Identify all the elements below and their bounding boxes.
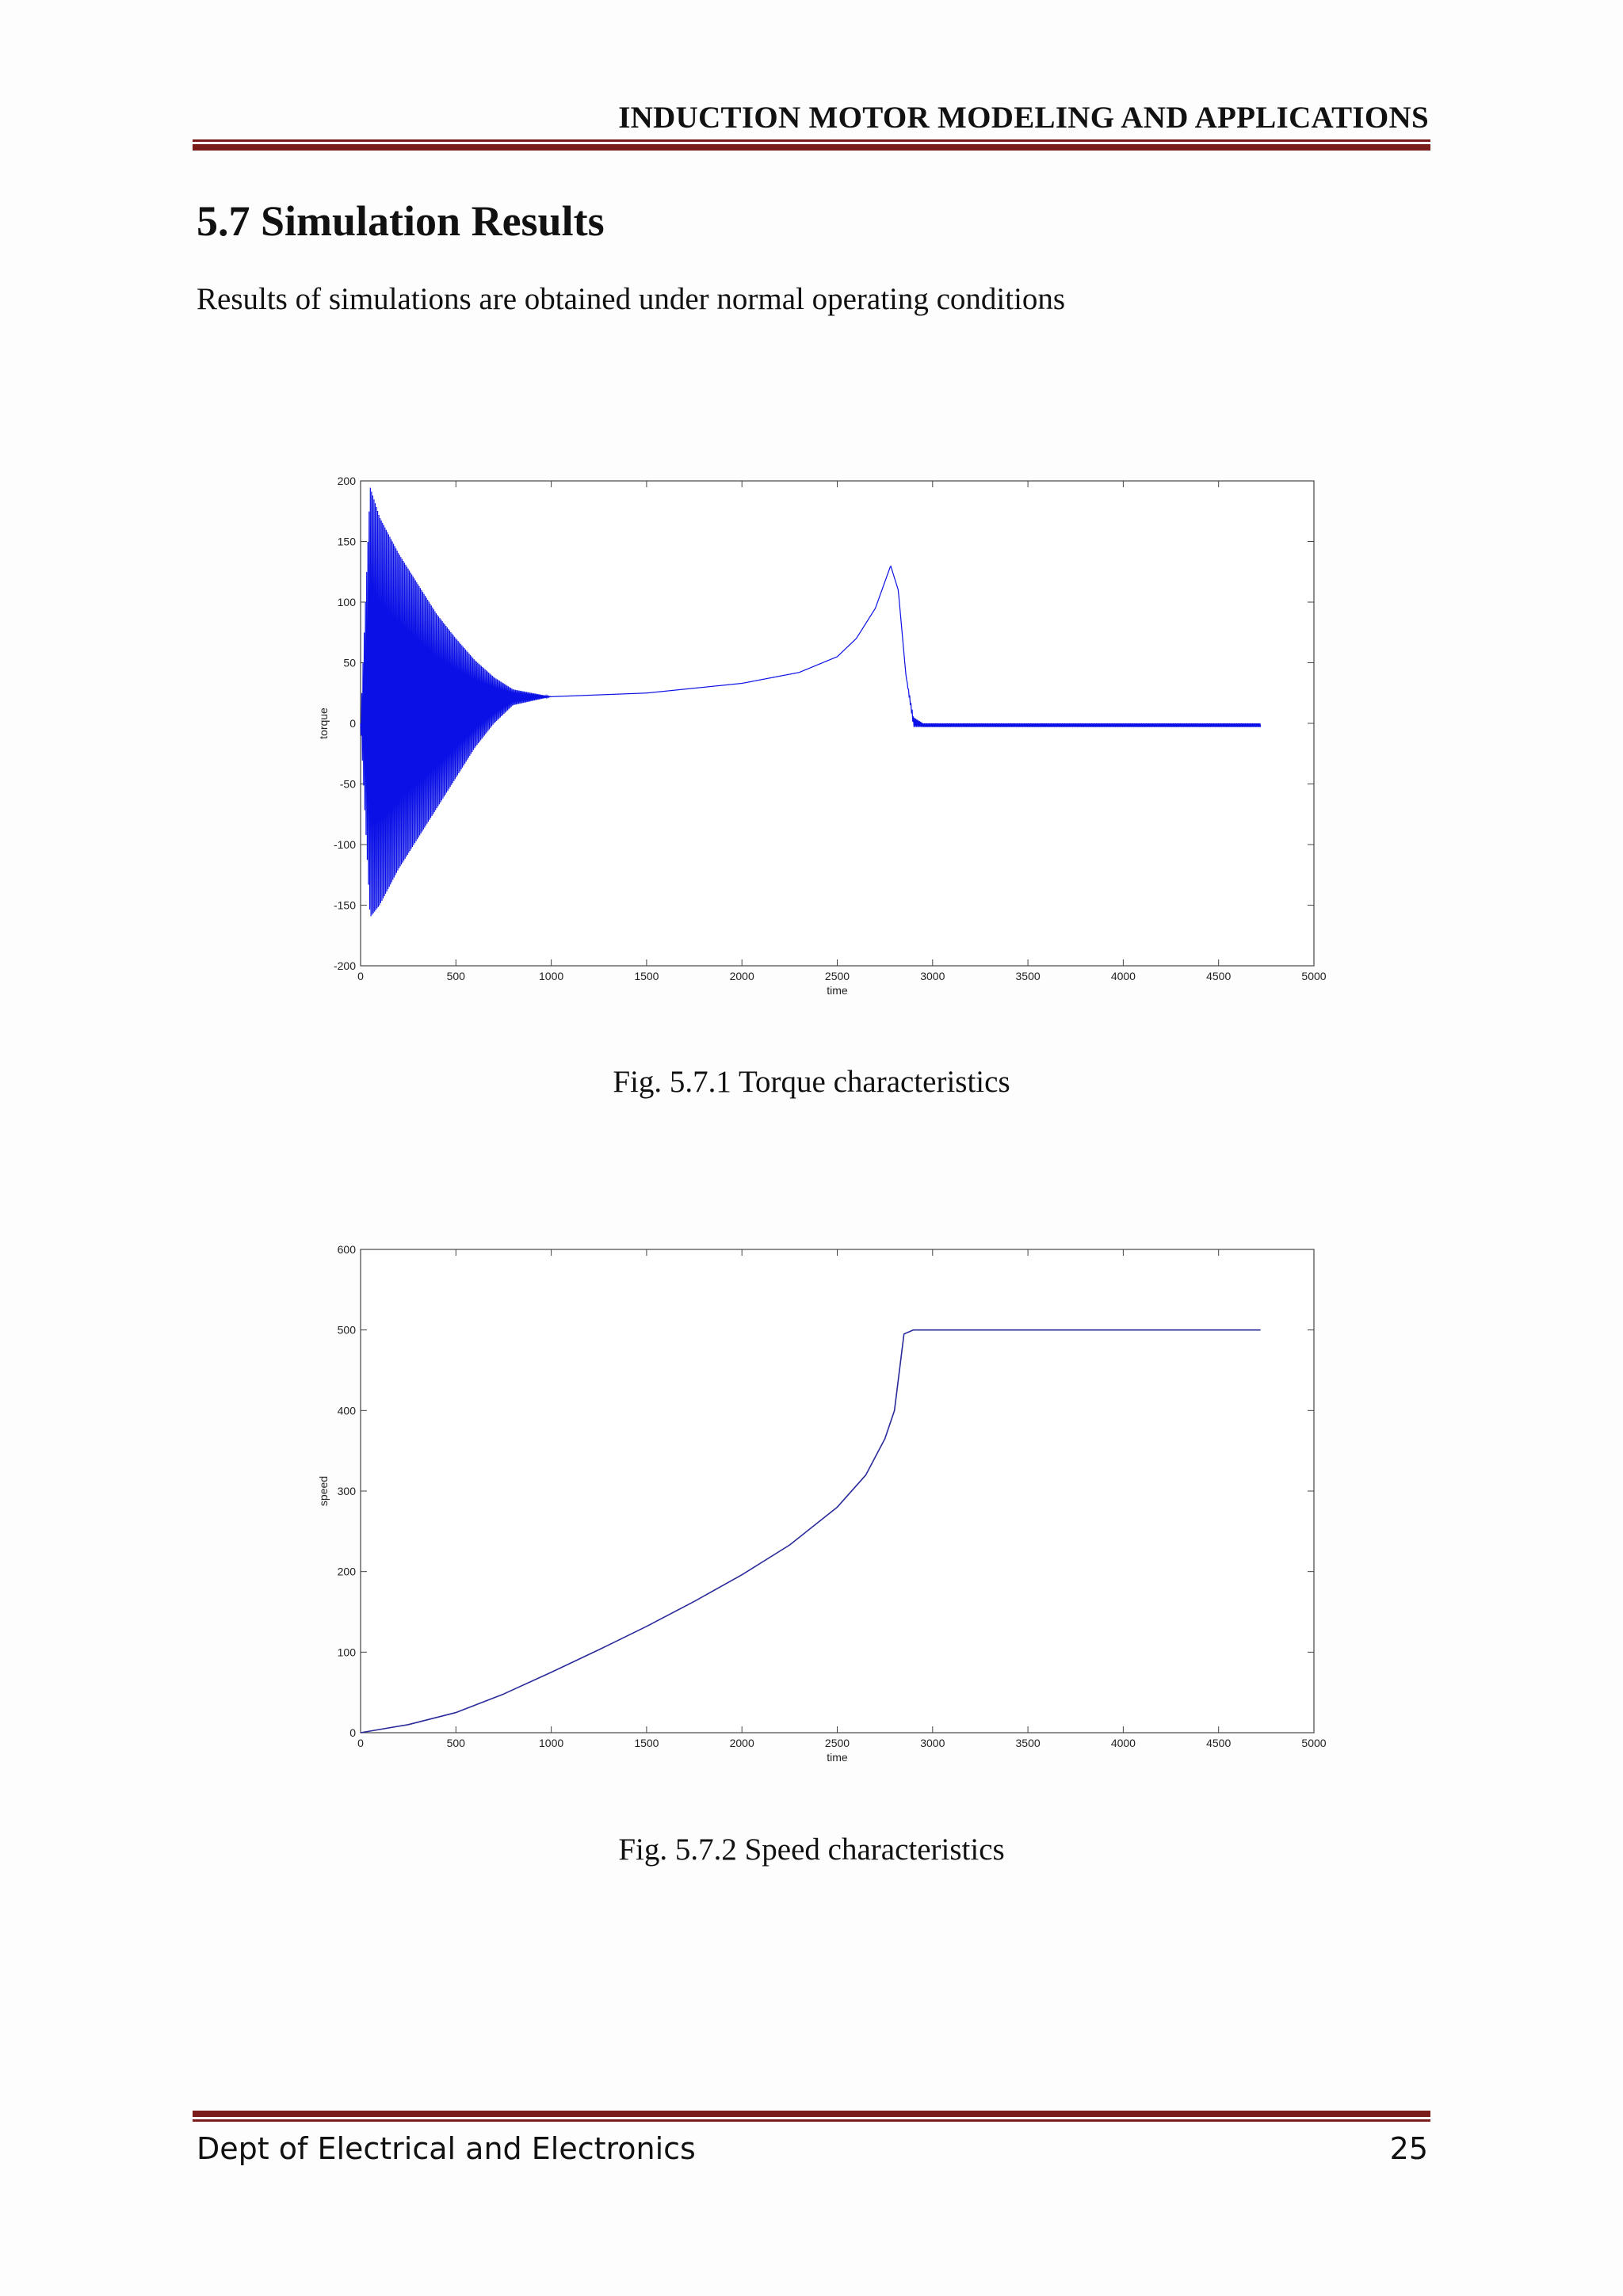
y-tick-label: 300 [338,1485,357,1497]
x-tick-label: 500 [447,1737,466,1749]
y-tick-label: 100 [338,1646,357,1658]
y-tick-label: -150 [334,899,356,912]
figure-caption-2: Fig. 5.7.2 Speed characteristics [618,1833,1005,1867]
header-rule [193,139,1430,151]
figure-caption-1: Fig. 5.7.1 Torque characteristics [613,1065,1010,1099]
running-head: INDUCTION MOTOR MODELING AND APPLICATION… [618,101,1429,135]
footer-department: Dept of Electrical and Electronics [197,2131,696,2166]
x-tick-label: 2000 [730,1737,754,1749]
x-tick-label: 1000 [539,1737,563,1749]
x-tick-label: 4000 [1111,1737,1136,1749]
x-tick-label: 4500 [1206,1737,1231,1749]
x-tick-label: 0 [357,970,364,982]
x-tick-label: 5000 [1301,1737,1326,1749]
y-tick-label: -200 [334,959,356,972]
x-tick-label: 1000 [539,970,563,982]
section-title: 5.7 Simulation Results [197,197,605,245]
speed-series-line [360,1329,1261,1733]
x-tick-label: 4500 [1206,970,1231,982]
y-axis-label: speed [317,1476,330,1506]
y-tick-label: 500 [338,1324,357,1337]
y-tick-label: 400 [338,1404,357,1417]
x-tick-label: 5000 [1301,970,1326,982]
x-tick-label: 1500 [634,970,659,982]
page-number: 25 [1389,2131,1428,2166]
x-tick-label: 3500 [1016,970,1041,982]
x-tick-label: 1500 [634,1737,659,1749]
x-tick-label: 3000 [920,970,945,982]
y-tick-label: 150 [338,536,357,548]
y-tick-label: 100 [338,596,357,608]
x-tick-label: 0 [357,1737,364,1749]
y-tick-label: 50 [343,657,356,669]
y-axis-label: torque [317,707,330,739]
x-axis-label: time [827,984,848,997]
x-tick-label: 2000 [730,970,754,982]
torque-chart: 0 500 1000 1500 2000 2500 3000 3500 4000 4500 5000… [317,475,1327,997]
y-tick-label: 200 [338,1566,357,1578]
x-tick-label: 4000 [1111,970,1136,982]
plot-frame [360,1249,1315,1733]
y-tick-label: 200 [338,475,357,487]
footer-rule [193,2111,1430,2122]
intro-paragraph: Results of simulations are obtained unde… [197,282,1066,316]
x-tick-label: 3000 [920,1737,945,1749]
x-tick-label: 2500 [825,970,850,982]
y-tick-label: -50 [340,778,356,791]
y-tick-label: 600 [338,1243,357,1256]
y-tick-label: -100 [334,838,356,851]
y-tick-label: 0 [349,717,356,730]
speed-chart: 0 500 1000 1500 2000 2500 3000 3500 4000 4500 5000… [317,1243,1327,1764]
x-tick-label: 2500 [825,1737,850,1749]
x-tick-label: 3500 [1016,1737,1041,1749]
x-tick-label: 500 [447,970,466,982]
x-axis-label: time [827,1751,848,1764]
y-tick-label: 0 [349,1726,356,1739]
torque-series-line [360,487,1262,917]
